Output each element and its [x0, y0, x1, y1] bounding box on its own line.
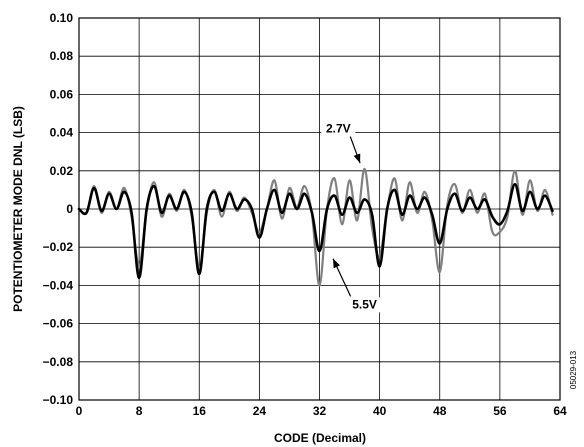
- x-tick-label: 8: [136, 404, 143, 418]
- series-layer: [77, 167, 554, 287]
- annotation-label: 2.7V: [326, 122, 351, 136]
- x-tick-label: 48: [433, 404, 447, 418]
- x-tick-label: 40: [373, 404, 387, 418]
- x-tick-label: 16: [193, 404, 207, 418]
- y-tick-label: 0.04: [50, 126, 74, 140]
- x-tick-label: 24: [253, 404, 267, 418]
- y-tick-label: −0.06: [43, 317, 74, 331]
- x-tick-label: 32: [313, 404, 327, 418]
- x-tick-labels: 0 8 16 24 32 40 48 56 64: [76, 404, 567, 418]
- x-tick-label: 64: [553, 404, 567, 418]
- y-tick-label: −0.08: [43, 355, 74, 369]
- y-axis-title: POTENTIOMETER MODE DNL (LSB): [11, 106, 25, 312]
- y-tick-label: −0.10: [43, 393, 74, 407]
- y-tick-label: 0.10: [50, 11, 74, 25]
- x-axis-title: CODE (Decimal): [274, 431, 366, 445]
- y-tick-label: −0.02: [43, 240, 74, 254]
- x-tick-label: 56: [493, 404, 507, 418]
- annotation-arrow-head: [353, 153, 361, 164]
- annotation-label-bg: [321, 121, 356, 137]
- y-tick-label: 0.06: [50, 87, 74, 101]
- figure-id: 05029-013: [569, 350, 578, 389]
- y-tick-label: −0.04: [43, 278, 74, 292]
- y-tick-labels: 0.10 0.08 0.06 0.04 0.02 0 −0.02 −0.04 −0.06 −0.0…: [43, 11, 74, 407]
- annotation-label: 5.5V: [352, 297, 377, 311]
- annotations: 2.7V 5.5V: [321, 121, 382, 313]
- series-line-5-5v: [77, 182, 554, 280]
- x-tick-label: 0: [76, 404, 83, 418]
- y-tick-label: 0.02: [50, 164, 74, 178]
- annotation-arrow-head: [333, 258, 341, 269]
- y-tick-label: 0.08: [50, 49, 74, 63]
- annotation-label-bg: [347, 297, 382, 313]
- y-tick-label: 0: [66, 202, 73, 216]
- plot-frame: [78, 17, 561, 401]
